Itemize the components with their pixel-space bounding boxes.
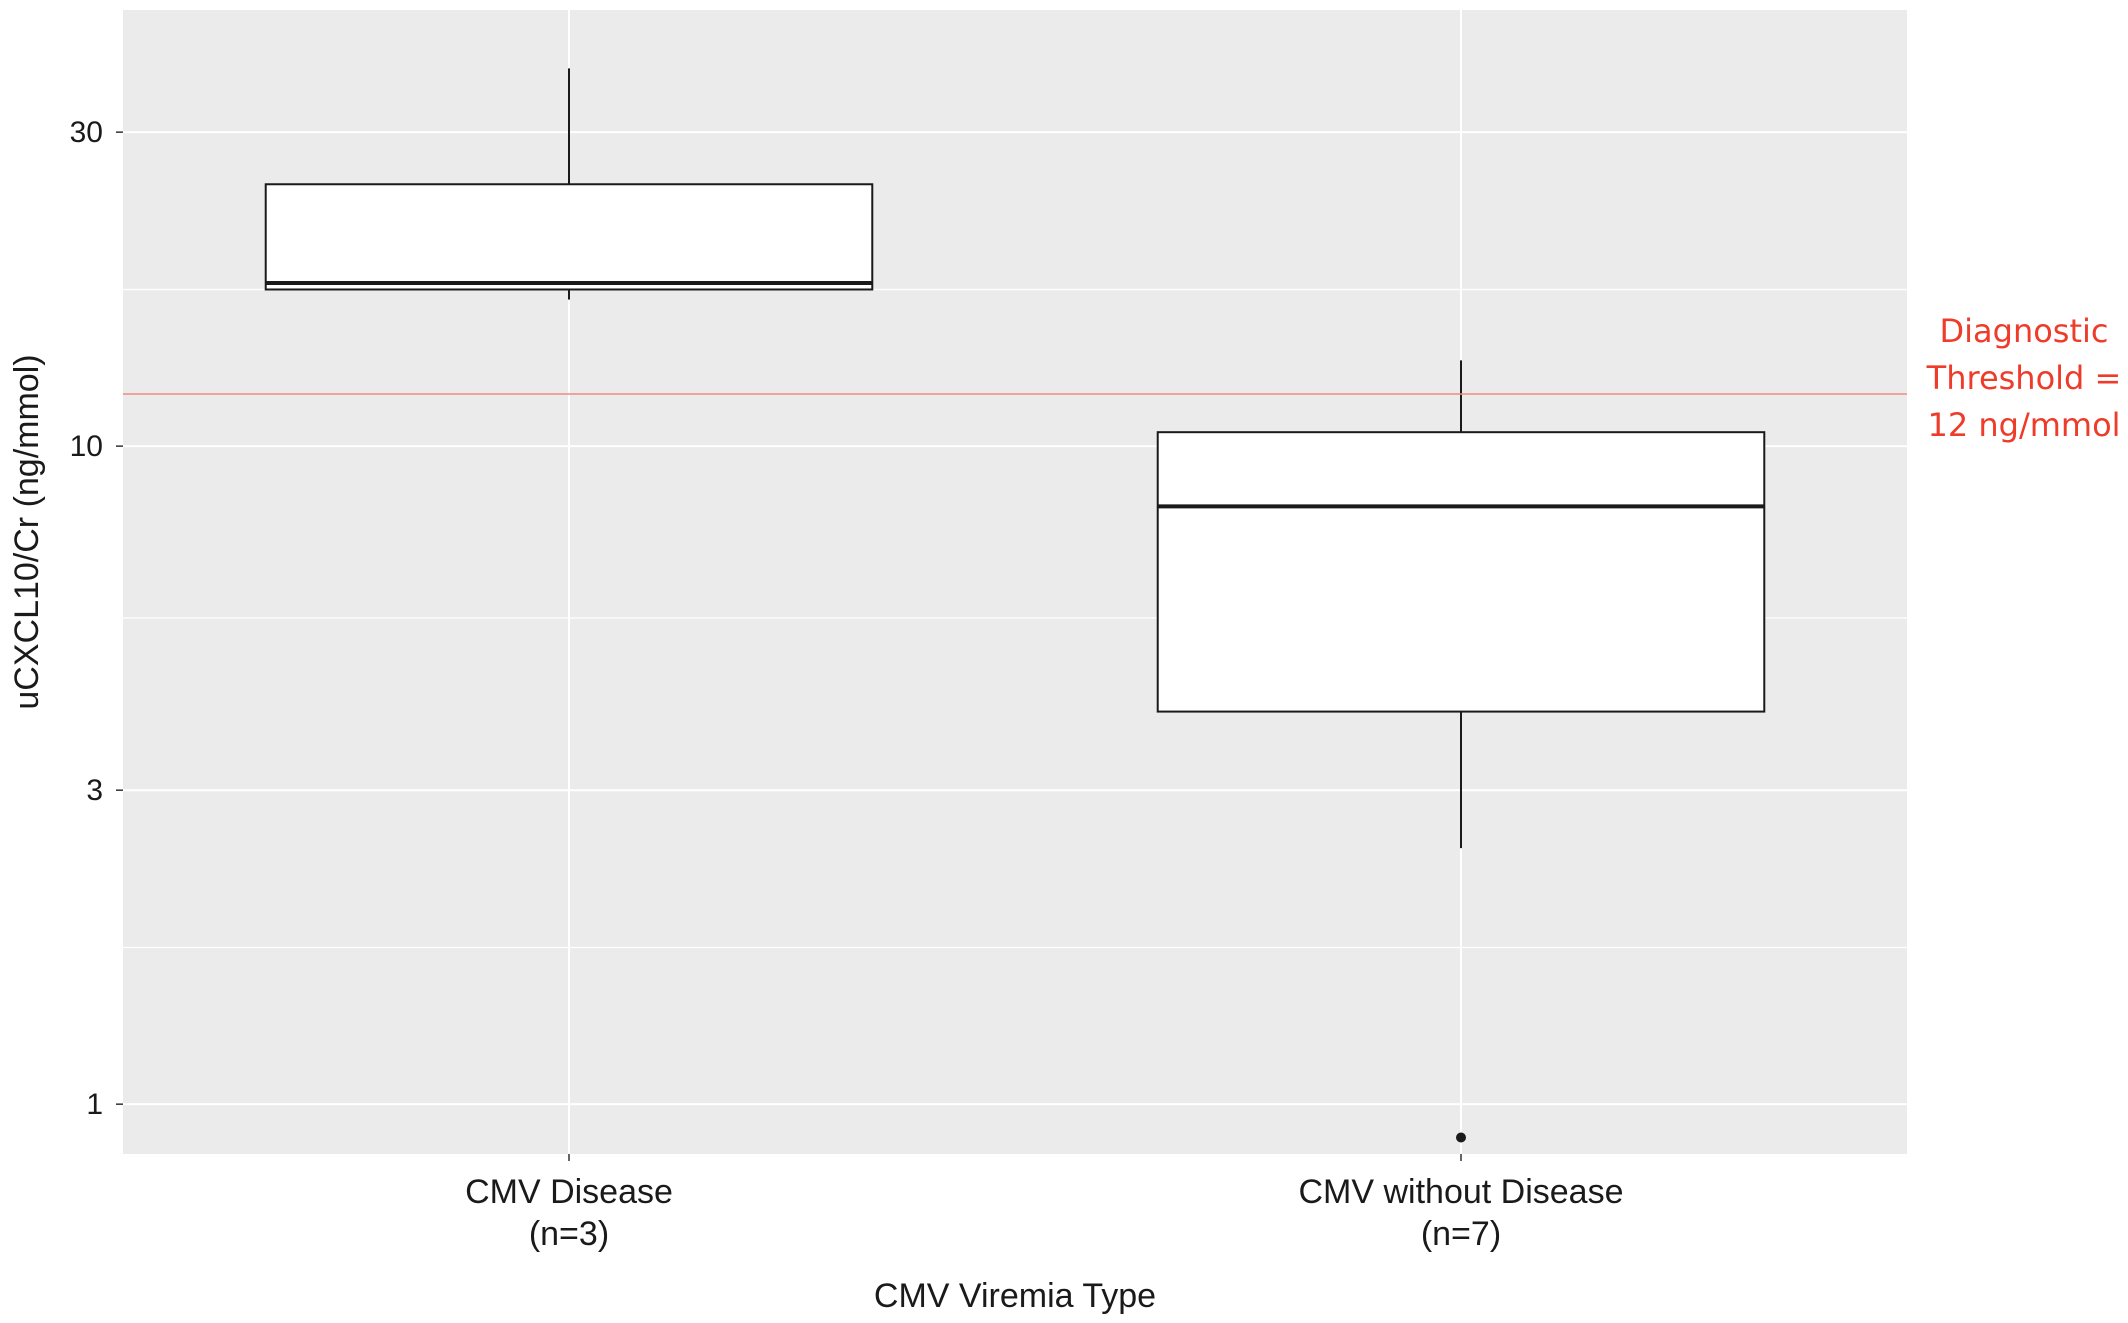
box-group	[1156, 360, 1766, 1143]
x-category-count: (n=7)	[1421, 1215, 1501, 1253]
y-tick-label: 10	[70, 430, 103, 463]
threshold-label-line-2: Threshold =	[1926, 359, 2122, 397]
y-axis: 1 3 10 30	[70, 116, 123, 1121]
x-category-label: CMV without Disease	[1298, 1173, 1623, 1211]
y-tick-label: 3	[86, 774, 103, 807]
x-category-count: (n=3)	[529, 1215, 609, 1253]
box-series	[264, 68, 1766, 1143]
x-category-label: CMV Disease	[465, 1173, 673, 1211]
box-iqr	[1156, 431, 1766, 713]
y-tick-label: 30	[70, 116, 103, 149]
threshold-label-line-3: 12 ng/mmol	[1927, 406, 2120, 444]
box-iqr	[264, 183, 874, 291]
box-group	[264, 68, 874, 300]
y-tick-label: 1	[86, 1088, 103, 1121]
threshold-annotation: Diagnostic Threshold = 12 ng/mmol	[1926, 312, 2122, 444]
threshold-label-line-1: Diagnostic	[1939, 312, 2108, 350]
x-axis: CMV Disease (n=3) CMV without Disease (n=7)	[465, 1154, 1624, 1253]
outlier-point	[1456, 1132, 1466, 1143]
x-axis-title: CMV Viremia Type	[874, 1277, 1156, 1315]
y-axis-title: uCXCL10/Cr (ng/mmol)	[8, 354, 46, 709]
